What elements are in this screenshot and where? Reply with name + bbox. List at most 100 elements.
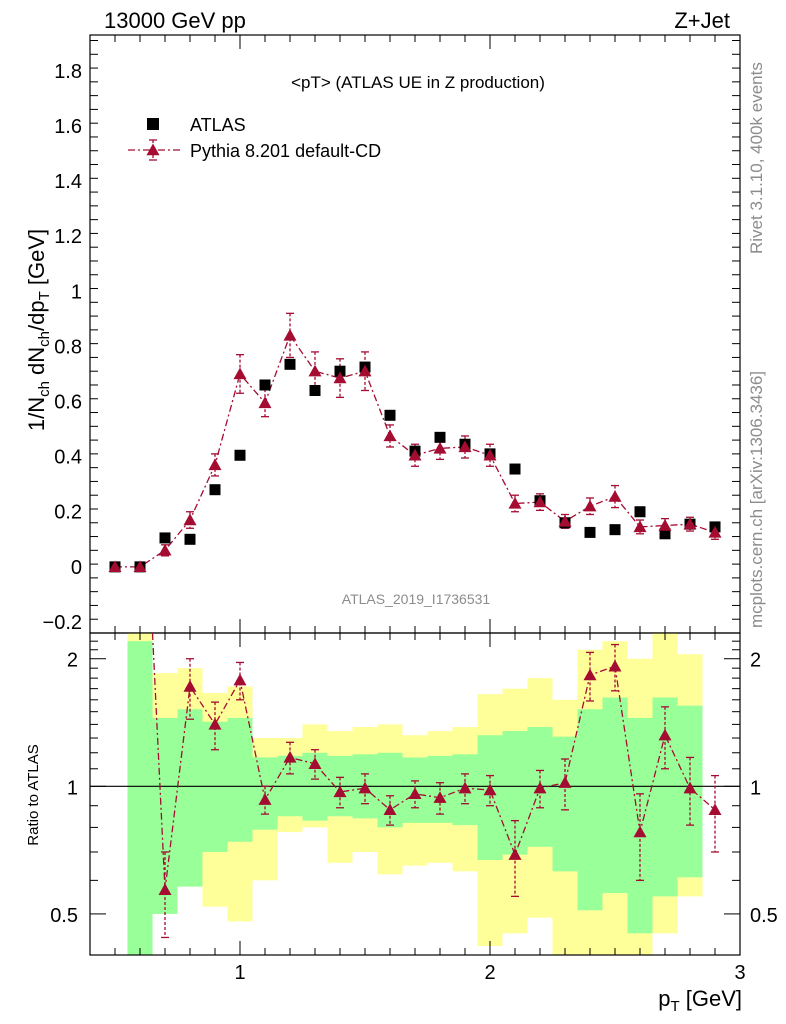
atlas-data-point (634, 506, 646, 518)
ratio-y-tick-label-right: 1 (750, 777, 761, 799)
ratio-data-point (583, 668, 597, 681)
mc-uncertainty-band-inner (152, 717, 178, 914)
atlas-data-point (209, 484, 221, 496)
ratio-data-point (683, 781, 697, 794)
y-tick-label: 1.8 (54, 61, 82, 83)
ratio-series (151, 633, 722, 939)
pythia-data-point (133, 560, 147, 573)
main-plot: <pT> (ATLAS UE in Z production) ATLAS_20… (24, 34, 741, 634)
legend-pythia-label: Pythia 8.201 default-CD (190, 141, 381, 161)
mc-uncertainty-band-inner (127, 641, 153, 955)
ratio-y-tick-label-right: 0.5 (750, 905, 778, 927)
ratio-data-point (308, 757, 322, 770)
ratio-y-axis-label: Ratio to ATLAS (25, 744, 42, 845)
pythia-data-point (383, 429, 397, 442)
atlas-data-point (609, 524, 621, 536)
pythia-data-point (483, 448, 497, 461)
pythia-data-point (308, 364, 322, 377)
ratio-y-tick-label: 2 (67, 650, 78, 672)
pythia-data-point (158, 543, 172, 556)
ratio-data-point (233, 673, 247, 686)
analysis-watermark: ATLAS_2019_I1736531 (342, 591, 491, 607)
x-axis-label: pT [GeV] (658, 986, 742, 1015)
mc-uncertainty-band-inner (502, 731, 528, 855)
x-tick-label: 3 (734, 962, 745, 984)
x-tick-label: 2 (484, 962, 495, 984)
mc-uncertainty-band-inner (602, 697, 628, 894)
x-tick-label: 1 (234, 962, 245, 984)
y-tick-label: 1.4 (54, 171, 82, 193)
ratio-data-point (183, 679, 197, 692)
y-tick-label: 0 (71, 557, 82, 579)
atlas-data-point (159, 532, 171, 544)
pythia-data-point (708, 525, 722, 538)
ratio-data-point (333, 785, 347, 798)
atlas-data-point (259, 379, 271, 391)
ratio-plot: Ratio to ATLAS pT [GeV] 1 2 3 0.5 0.5 1 1 2 2 (25, 632, 778, 1015)
ratio-data-point (208, 717, 222, 730)
mc-uncertainty-band-inner (177, 709, 203, 887)
header-left: 13000 GeV pp (104, 8, 246, 33)
pythia-data-point (608, 490, 622, 502)
ratio-data-point (483, 783, 497, 796)
ratio-data-point (283, 750, 297, 763)
ratio-data-point (258, 793, 272, 805)
ratio-data-point (708, 803, 722, 816)
pythia-data-point (283, 328, 297, 341)
atlas-data-point (334, 365, 346, 377)
ratio-data-point (408, 787, 422, 800)
pythia-data-point (208, 458, 222, 471)
mc-uncertainty-band-inner (577, 709, 603, 911)
ratio-y-tick-label: 1 (67, 777, 78, 799)
ratio-data-point (508, 848, 522, 860)
ratio-data-point (533, 781, 547, 794)
rivet-label: Rivet 3.1.10, 400k events (747, 62, 766, 254)
y-tick-label: 0.6 (54, 392, 82, 414)
pythia-data-point (233, 367, 247, 380)
ratio-y-tick-label-right: 2 (750, 650, 761, 672)
header-right: Z+Jet (674, 8, 730, 33)
y-tick-label: −0.2 (43, 612, 82, 634)
legend-atlas-marker (147, 118, 159, 130)
atlas-data-point (659, 528, 671, 540)
plot-title: <pT> (ATLAS UE in Z production) (291, 73, 545, 92)
ratio-data-point (633, 825, 647, 838)
y-tick-label: 0.8 (54, 336, 82, 358)
atlas-data-point (434, 431, 446, 443)
y-tick-label: 1.2 (54, 226, 82, 248)
atlas-data-point (284, 358, 296, 370)
atlas-data-point (509, 463, 521, 475)
y-tick-label: 1.6 (54, 116, 82, 138)
pythia-data-point (458, 440, 472, 453)
ratio-data-point (383, 803, 397, 816)
pythia-data-point (333, 371, 347, 384)
atlas-data-point (384, 409, 396, 421)
ratio-bands (127, 633, 703, 955)
ratio-data-point (658, 728, 672, 741)
y-tick-label: 1 (71, 281, 82, 303)
pythia-data-point (408, 448, 422, 461)
mc-uncertainty-band-inner (552, 736, 578, 872)
legend-atlas-label: ATLAS (190, 115, 246, 135)
y-tick-label: 0.2 (54, 502, 82, 524)
ratio-data-point (458, 781, 472, 794)
ratio-y-tick-label: 0.5 (50, 905, 78, 927)
pythia-data-point (533, 495, 547, 508)
atlas-data-point (184, 533, 196, 545)
atlas-data-point (309, 384, 321, 396)
mc-uncertainty-band-inner (227, 717, 253, 842)
ratio-data-point (558, 776, 572, 788)
pythia-data-point (658, 519, 672, 531)
y-tick-label: 0.4 (54, 447, 82, 469)
pythia-data-point (358, 364, 372, 377)
atlas-data-point (234, 449, 246, 461)
pythia-data-point (433, 441, 447, 454)
mcplots-label: mcplots.cern.ch [arXiv:1306.3436] (747, 371, 766, 628)
main-y-axis-label: 1/Nch dNch/dpT [GeV] (24, 229, 53, 431)
legend-pythia-marker (146, 143, 160, 156)
pythia-data-point (258, 396, 272, 409)
ratio-data-point (433, 791, 447, 803)
ratio-data-point (608, 659, 622, 672)
ratio-data-point (358, 781, 372, 794)
